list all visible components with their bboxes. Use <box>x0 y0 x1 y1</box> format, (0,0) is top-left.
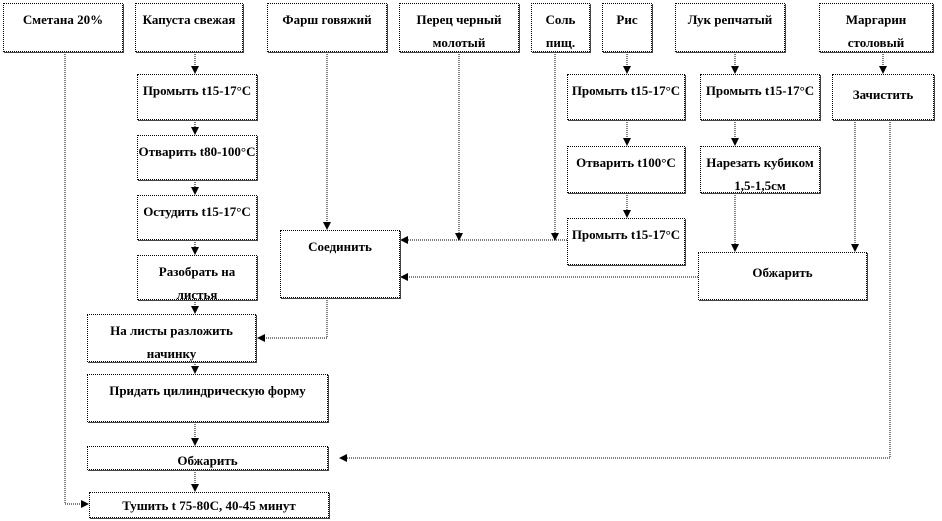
ingredient-farsh: Фарш говяжий <box>267 3 387 52</box>
combine-step: Соединить <box>280 230 400 298</box>
ingredient-perec: Перец черный молотый <box>399 3 519 52</box>
onion-step-wash: Промыть t15-17°С <box>700 74 820 120</box>
step-fry: Обжарить <box>87 446 328 470</box>
step-stew: Тушить t 75-80С, 40-45 минут <box>89 492 329 518</box>
ingredient-smetana: Сметана 20% <box>3 3 123 52</box>
cabbage-step-separate: Разобрать на листья <box>137 255 257 302</box>
ingredient-margarin: Маргарин столовый <box>819 3 933 52</box>
onion-step-dice: Нарезать кубиком 1,5-1,5см <box>700 146 820 193</box>
rice-step-boil: Отварить t100°С <box>567 146 685 193</box>
cabbage-step-wash: Промыть t15-17°С <box>137 74 257 120</box>
onion-step-fry: Обжарить <box>698 252 867 300</box>
rice-step-wash: Промыть t15-17°С <box>567 74 685 120</box>
margarine-step-clean: Зачистить <box>832 74 934 120</box>
arrow-margarine-to-fry <box>339 120 891 462</box>
ingredient-sol: Соль пищ. <box>531 3 590 52</box>
step-shape-cylinder: Придать цилиндрическую форму <box>87 374 328 422</box>
rice-step-rinse: Промыть t15-17°С <box>567 218 685 265</box>
ingredient-kapusta: Капуста свежая <box>135 3 243 52</box>
ingredient-ris: Рис <box>602 3 652 52</box>
arrow-smetana-to-stew <box>64 52 89 508</box>
cabbage-step-boil: Отварить t80-100°С <box>137 135 257 180</box>
cabbage-step-cool: Остудить t15-17°С <box>137 195 257 240</box>
step-lay-filling: На листы разложить начинку <box>87 314 256 362</box>
arrow-combine-to-fill <box>257 298 328 342</box>
ingredient-luk: Лук репчатый <box>675 3 785 52</box>
